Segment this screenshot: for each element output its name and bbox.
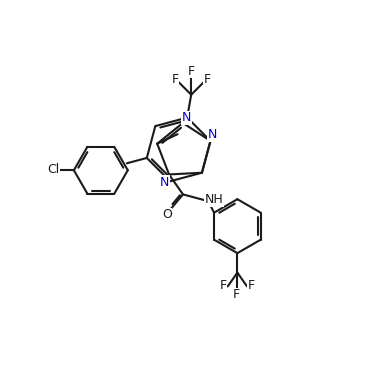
Text: F: F [248, 279, 255, 292]
Text: F: F [220, 279, 227, 292]
Text: N: N [182, 111, 191, 124]
Text: O: O [162, 208, 172, 221]
Text: F: F [204, 73, 211, 86]
Text: F: F [171, 73, 179, 86]
Text: N: N [160, 176, 169, 189]
Text: NH: NH [204, 193, 223, 206]
Text: N: N [207, 128, 217, 141]
Text: Cl: Cl [47, 163, 60, 176]
Text: F: F [233, 288, 240, 301]
Text: F: F [188, 65, 195, 78]
